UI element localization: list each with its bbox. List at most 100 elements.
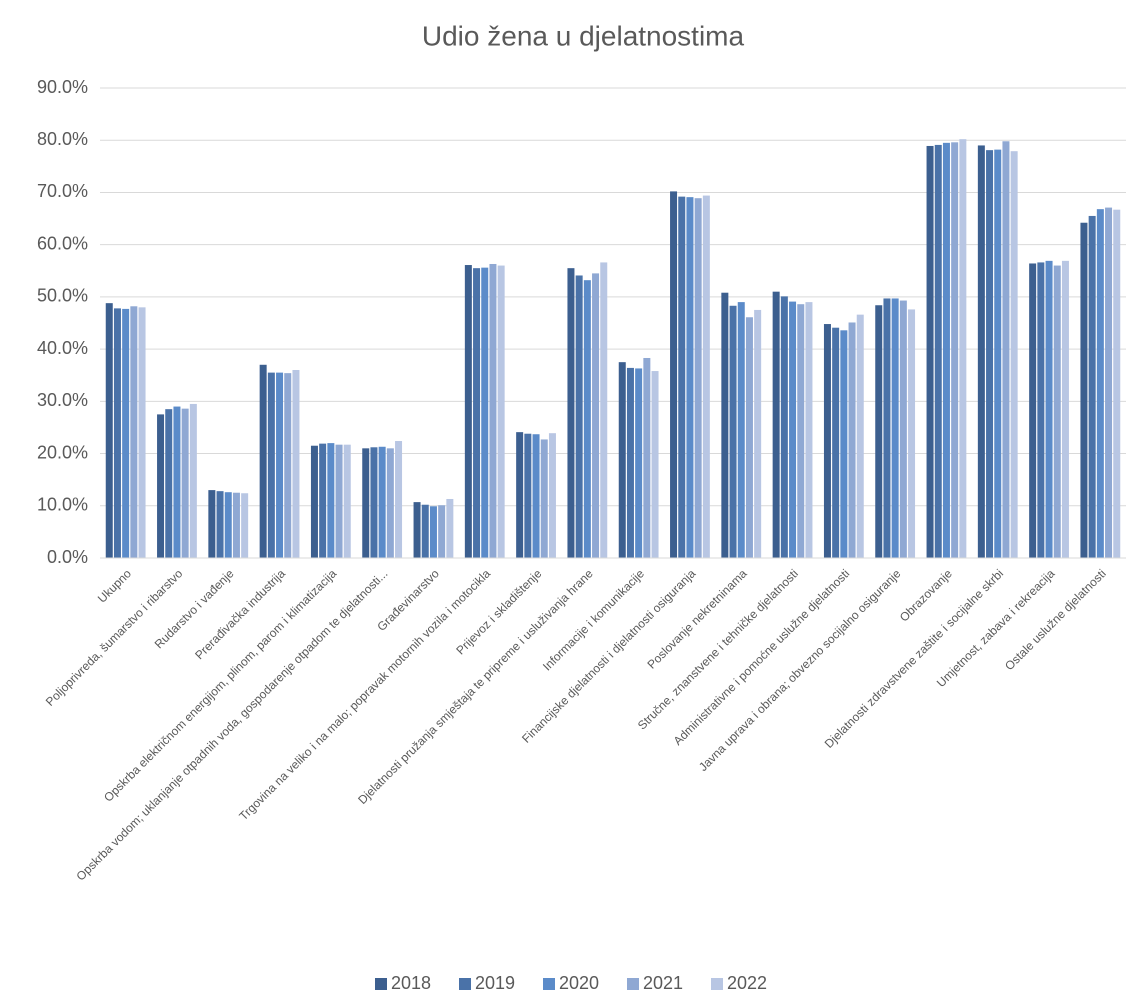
bar (899, 300, 907, 558)
bar (856, 314, 864, 558)
bar (378, 446, 386, 558)
bar (138, 307, 146, 558)
x-tick-label: Djelatnosti pružanja smještaja te pripre… (355, 566, 596, 807)
bar (875, 305, 883, 558)
bar (959, 139, 967, 558)
bar (772, 291, 780, 558)
bar (789, 301, 797, 558)
bar (934, 144, 942, 558)
y-tick-label: 60.0% (37, 233, 88, 253)
bar (481, 267, 489, 558)
bar (823, 324, 831, 558)
x-tick-label: Opskrba električnom energijom, plinom, p… (101, 566, 339, 804)
bar (232, 492, 240, 558)
bar (446, 498, 454, 558)
bar (1029, 263, 1037, 558)
bar (370, 447, 378, 558)
bar (1113, 209, 1121, 558)
bar (891, 298, 899, 558)
chart-title: Udio žena u djelatnostima (422, 20, 745, 51)
y-tick-label: 30.0% (37, 390, 88, 410)
bar (635, 368, 643, 558)
y-tick-label: 20.0% (37, 442, 88, 462)
bar (259, 364, 267, 558)
bar (840, 330, 848, 558)
bar (189, 403, 197, 558)
legend-swatch (627, 978, 639, 990)
bar (702, 195, 710, 559)
bar (310, 445, 318, 558)
bar (1002, 141, 1010, 558)
bar (737, 302, 745, 558)
bar (721, 292, 729, 558)
bar (489, 263, 497, 558)
bar (319, 443, 327, 558)
bar (1053, 265, 1061, 558)
bar (343, 444, 351, 558)
bar (216, 491, 224, 558)
bar (583, 280, 591, 558)
bar (105, 303, 113, 558)
bar (165, 409, 173, 558)
x-tick-label: Trgovina na veliko i na malo; popravak m… (236, 566, 493, 823)
bar (600, 262, 608, 558)
x-tick-label: Informacije i komunikacije (540, 566, 647, 673)
bar (157, 414, 165, 558)
bar (327, 443, 335, 558)
bar (438, 505, 446, 558)
bar (1045, 260, 1053, 558)
bar (173, 406, 181, 558)
bar (1105, 207, 1113, 559)
bar (516, 432, 524, 558)
legend-label: 2022 (727, 973, 767, 993)
bar (413, 502, 421, 558)
y-tick-label: 70.0% (37, 181, 88, 201)
bar (797, 304, 805, 558)
bar (464, 265, 472, 558)
bar (540, 439, 548, 558)
bar (694, 198, 702, 558)
bar (832, 327, 840, 558)
y-tick-label: 50.0% (37, 286, 88, 306)
legend-label: 2019 (475, 973, 515, 993)
bar (224, 492, 232, 558)
bar (284, 373, 292, 558)
bar (532, 434, 540, 558)
bar (651, 371, 659, 558)
bar (1080, 222, 1088, 558)
bar (335, 444, 343, 558)
y-tick-label: 90.0% (37, 77, 88, 97)
x-tick-label: Prerađivačka industrija (192, 566, 288, 662)
x-tick-label: Ukupno (95, 566, 134, 605)
bar (926, 145, 934, 558)
x-tick-label: Financijske djelatnosti i djelatnosti os… (519, 566, 698, 745)
bar (848, 322, 856, 558)
bar (686, 197, 694, 558)
legend-swatch (459, 978, 471, 990)
x-tick-label: Djelatnosti zdravstvene zaštite i socija… (822, 566, 1006, 750)
legend-swatch (711, 978, 723, 990)
bar (130, 306, 138, 558)
bar (421, 504, 429, 558)
bar (122, 308, 130, 558)
legend-swatch (543, 978, 555, 990)
bar (994, 149, 1002, 558)
bar (473, 268, 481, 558)
x-tick-label: Ostale uslužne djelatnosti (1002, 566, 1109, 673)
bar (977, 145, 985, 558)
bar (241, 493, 249, 558)
legend-swatch (375, 978, 387, 990)
legend-label: 2021 (643, 973, 683, 993)
bar (429, 506, 437, 558)
y-tick-label: 80.0% (37, 129, 88, 149)
bar (805, 302, 813, 558)
y-tick-label: 10.0% (37, 495, 88, 515)
bar (643, 357, 651, 558)
bar (113, 308, 121, 558)
bar (729, 305, 737, 558)
x-tick-label: Poslovanje nekretninama (644, 566, 749, 671)
x-tick-label: Administrativne i pomoćne uslužne djelat… (671, 566, 853, 748)
bar (276, 372, 284, 558)
bar (524, 433, 532, 558)
